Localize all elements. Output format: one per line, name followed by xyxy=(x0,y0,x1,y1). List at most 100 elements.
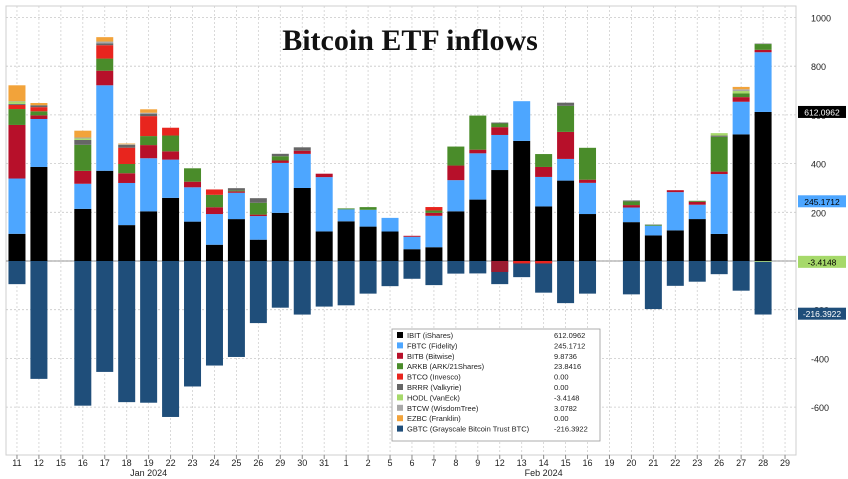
bar-segment xyxy=(710,136,728,172)
bar-segment xyxy=(8,178,26,234)
x-tick-label: 7 xyxy=(431,458,436,468)
bar-segment xyxy=(732,89,750,92)
bar-segment xyxy=(140,261,158,403)
bar-segment xyxy=(666,261,684,286)
x-tick-label: 26 xyxy=(714,458,724,468)
bar-segment xyxy=(491,127,509,135)
bar-segment xyxy=(118,163,136,174)
bar-segment xyxy=(579,182,597,215)
plot-frame xyxy=(5,5,797,456)
legend-label: EZBC (Franklin) xyxy=(407,414,461,423)
bar-segment xyxy=(74,144,92,171)
bar-segment xyxy=(666,192,684,231)
bar-segment xyxy=(74,130,92,138)
bar-segment xyxy=(96,37,114,42)
bar-segment xyxy=(96,170,114,261)
legend-label: GBTC (Grayscale Bitcoin Trust BTC) xyxy=(407,425,530,434)
bar-segment xyxy=(491,122,509,124)
bar-segment xyxy=(688,200,706,202)
bar-segment xyxy=(403,235,421,237)
bar-segment xyxy=(666,190,684,193)
bar-segment xyxy=(140,145,158,159)
bar-segment xyxy=(162,151,180,160)
bar-segment xyxy=(644,235,662,261)
bar-segment xyxy=(403,249,421,261)
value-callout-box xyxy=(798,195,846,208)
bar-segment xyxy=(96,70,114,86)
x-tick-label: 29 xyxy=(275,458,285,468)
bar-segment xyxy=(579,214,597,261)
bar-segment xyxy=(535,166,553,177)
x-tick-label: 12 xyxy=(495,458,505,468)
bar-segment xyxy=(359,207,377,210)
x-tick-label: 18 xyxy=(122,458,132,468)
bar-segment xyxy=(96,43,114,46)
bar-segment xyxy=(469,261,487,274)
bar-segment xyxy=(205,214,223,245)
legend-value: 9.8736 xyxy=(554,352,577,361)
bar-segment xyxy=(710,171,728,175)
bar-segment xyxy=(754,44,772,50)
bar-segment xyxy=(140,112,158,114)
axis-layer: -600-400-2002004006008001000111215161718… xyxy=(12,14,846,478)
bar-segment xyxy=(205,207,223,215)
bar-segment xyxy=(96,58,114,71)
bar-segment xyxy=(74,170,92,184)
bar-segment xyxy=(8,101,26,104)
bar-segment xyxy=(96,261,114,372)
x-tick-label: 15 xyxy=(56,458,66,468)
bar-segment xyxy=(205,244,223,261)
bar-segment xyxy=(557,131,575,159)
bar-segment xyxy=(710,135,728,137)
value-callout-text: 612.0962 xyxy=(804,107,840,117)
bar-segment xyxy=(184,181,202,188)
bar-segment xyxy=(118,261,136,403)
bar-segment xyxy=(644,224,662,226)
bar-segment xyxy=(30,261,48,379)
bar-segment xyxy=(403,236,421,250)
bar-segment xyxy=(118,225,136,261)
bar-segment xyxy=(622,201,640,206)
x-tick-label: 12 xyxy=(34,458,44,468)
x-tick-label: 16 xyxy=(583,458,593,468)
x-tick-label: 26 xyxy=(253,458,263,468)
bar-segment xyxy=(688,204,706,220)
bar-segment xyxy=(140,113,158,117)
bar-segment xyxy=(579,261,597,294)
legend-swatch xyxy=(397,425,403,432)
bar-segment xyxy=(557,105,575,132)
value-callout-text: -3.4148 xyxy=(808,257,837,267)
bar-segment xyxy=(754,52,772,112)
value-callout-text: 245.1712 xyxy=(804,197,840,207)
x-tick-label: 25 xyxy=(231,458,241,468)
bar-segment xyxy=(315,177,333,232)
bar-segment xyxy=(710,174,728,234)
x-tick-label: 28 xyxy=(758,458,768,468)
bar-segment xyxy=(425,212,443,216)
legend-value: -3.4148 xyxy=(554,393,579,402)
bar-segment xyxy=(227,261,245,357)
x-tick-label: 23 xyxy=(188,458,198,468)
bar-segment xyxy=(118,144,136,145)
y-tick-label: 400 xyxy=(811,160,826,170)
bar-segment xyxy=(732,93,750,98)
bar-segment xyxy=(469,149,487,154)
bar-segment xyxy=(184,221,202,261)
legend-value: 0.00 xyxy=(554,373,569,382)
x-tick-label: 27 xyxy=(736,458,746,468)
x-tick-label: 21 xyxy=(648,458,658,468)
bar-segment xyxy=(535,176,553,207)
legend-value: 0.00 xyxy=(554,383,569,392)
bar-segment xyxy=(754,111,772,262)
legend-value: 23.8416 xyxy=(554,362,581,371)
bar-segment xyxy=(535,206,553,261)
legend-box xyxy=(391,328,601,442)
x-tick-label: 22 xyxy=(166,458,176,468)
legend-swatch xyxy=(397,384,403,390)
bar-segment xyxy=(293,261,311,315)
bar-segment xyxy=(118,144,136,148)
x-tick-label: 23 xyxy=(692,458,702,468)
bar-segment xyxy=(205,261,223,366)
bar-segment xyxy=(447,261,465,274)
